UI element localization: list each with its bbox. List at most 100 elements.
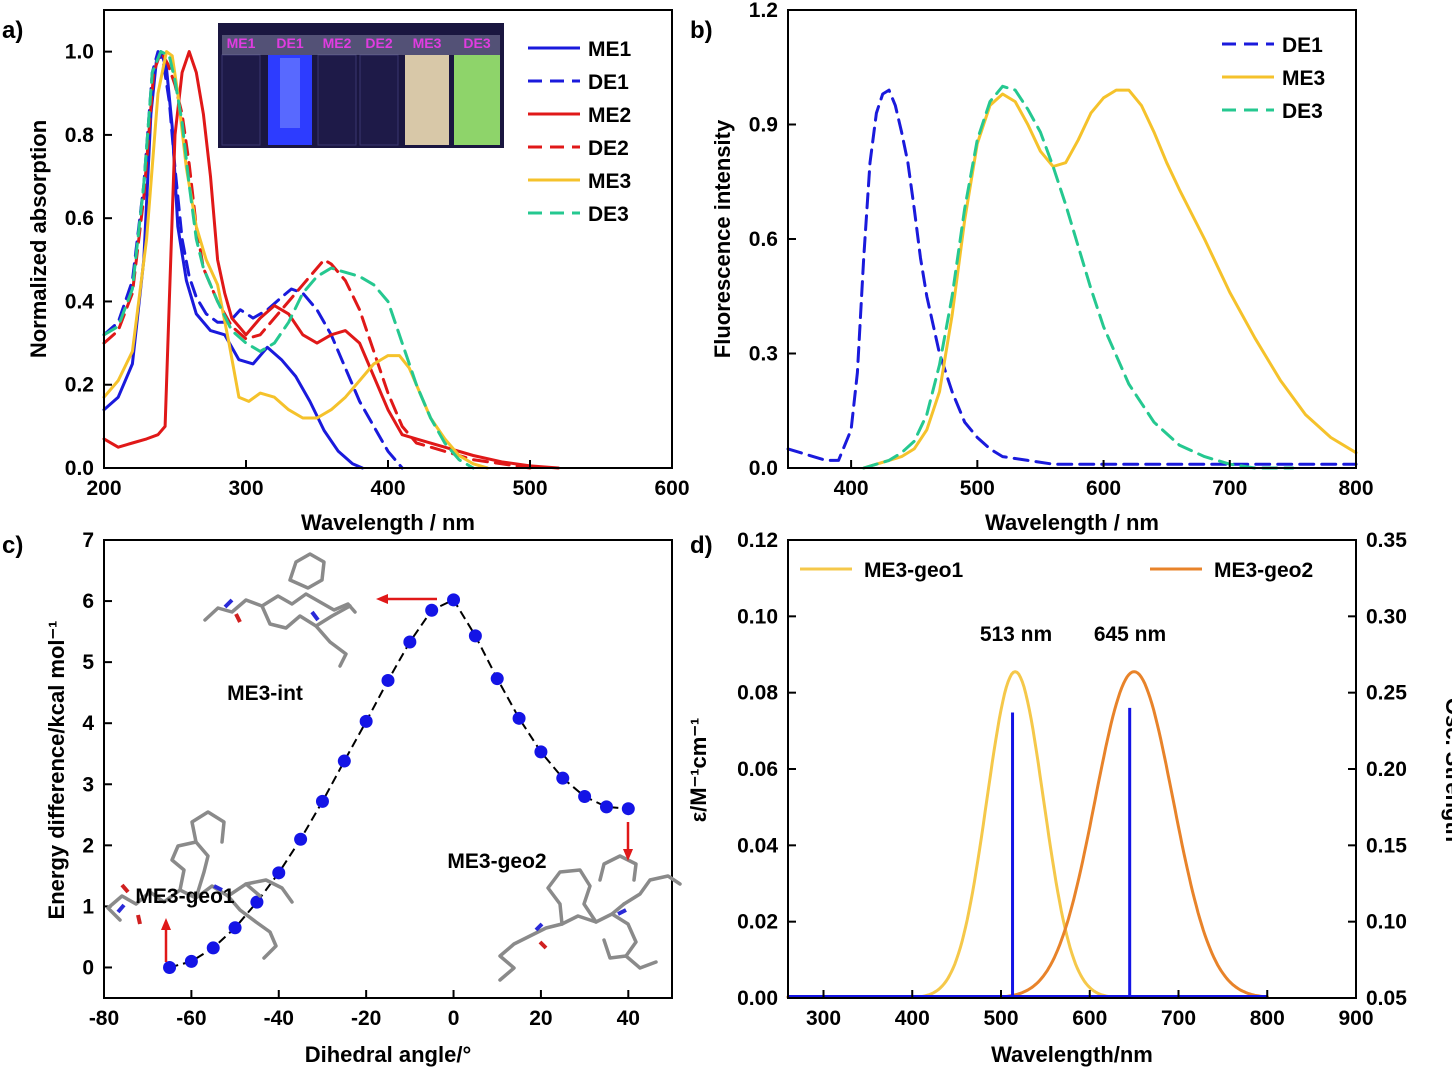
data-point: [381, 673, 395, 687]
y-tick-label: 0.08: [737, 682, 778, 705]
data-point: [578, 789, 592, 803]
arrows: [161, 594, 633, 962]
panel-b-axes: 400 500 600 700 800 0.0 0.3 0.6 0.9 1.2: [749, 0, 1374, 500]
legend-label-me1: ME1: [588, 38, 632, 61]
y-tick-label: 0.04: [737, 834, 778, 857]
y2-tick-label: 0.25: [1366, 682, 1407, 705]
data-point: [490, 672, 504, 686]
y2-tick-label: 0.35: [1366, 529, 1407, 552]
x-tick-label: 500: [512, 477, 547, 500]
legend-label-me3-geo1: ME3-geo1: [864, 559, 964, 582]
arrow-to-int-head: [376, 594, 388, 604]
y-tick-label: 0.02: [737, 911, 778, 934]
legend-label-de3: DE3: [1282, 100, 1323, 123]
panel-b-frame: [787, 9, 1357, 469]
vial-label-de2: DE2: [365, 35, 392, 51]
x-tick-label: 0: [448, 1007, 460, 1030]
molecule-me3-geo2: [498, 854, 682, 982]
y-tick-label: 0.3: [749, 343, 778, 366]
data-point: [206, 941, 220, 955]
panel-d-axes: 300 400 500 600 700 800 900 0.00 0.02 0.04 0.06 0.0…: [737, 529, 1407, 1030]
legend-label-me2: ME2: [588, 104, 631, 127]
panel-d-curves: [786, 670, 1269, 999]
x-tick-label: 500: [960, 477, 995, 500]
panel-a-xlabel: Wavelength / nm: [301, 510, 475, 535]
vial-label-me3: ME3: [413, 35, 442, 51]
data-point: [337, 754, 351, 768]
vial-label-me1: ME1: [227, 35, 256, 51]
data-point: [272, 866, 286, 880]
data-point: [163, 960, 177, 974]
y2-tick-label: 0.20: [1366, 758, 1407, 781]
vials-photo: ME1 DE1 ME2 DE2 ME3 DE3: [218, 23, 504, 148]
data-point: [468, 629, 482, 643]
y-tick-label: 7: [82, 529, 94, 552]
vials-caps: [222, 35, 500, 55]
panel-c-ylabel: Energy difference/kcal mol⁻¹: [44, 621, 69, 920]
x-tick-label: 500: [983, 1007, 1018, 1030]
panel-c-energy-chart: c) -80 -60 -40 -20 0 20 40 0 1 2 3 4 5 6 7 Dihedral an…: [2, 529, 682, 1067]
data-point: [599, 800, 613, 814]
y2-tick-label: 0.05: [1366, 987, 1407, 1010]
panel-c-axes: -80 -60 -40 -20 0 20 40 0 1 2 3 4 5 6 7: [82, 529, 640, 1030]
panel-b-ylabel: Fluorescence intensity: [710, 119, 735, 358]
x-tick-label: 400: [834, 477, 869, 500]
panel-b-label: b): [690, 17, 713, 44]
data-point: [556, 771, 570, 785]
data-point: [228, 921, 242, 935]
legend-label-de3: DE3: [588, 203, 629, 226]
x-tick-label: 800: [1338, 477, 1373, 500]
arrow-to-geo1-head: [161, 918, 171, 930]
x-tick-label: -20: [351, 1007, 381, 1030]
vial-label-me2: ME2: [323, 35, 352, 51]
y-tick-label: 5: [82, 651, 94, 674]
x-tick-label: 400: [370, 477, 405, 500]
x-tick-label: 200: [86, 477, 121, 500]
legend-label-de1: DE1: [1282, 34, 1323, 57]
series-line-me2: [102, 50, 560, 470]
data-point: [447, 593, 461, 607]
y-tick-label: 6: [82, 590, 94, 613]
series-line-de2: [102, 50, 532, 470]
y2-tick-label: 0.10: [1366, 911, 1407, 934]
y-tick-label: 0.00: [737, 987, 778, 1010]
label-me3-int: ME3-int: [227, 682, 303, 705]
series-line-de1: [786, 88, 1358, 466]
data-point: [359, 714, 373, 728]
y-tick-label: 3: [82, 773, 94, 796]
data-point: [425, 603, 439, 617]
data-point: [250, 895, 264, 909]
data-point: [315, 794, 329, 808]
label-me3-geo1: ME3-geo1: [135, 885, 235, 908]
panel-c-curves: [163, 593, 635, 974]
legend-label-me3-geo2: ME3-geo2: [1214, 559, 1313, 582]
series-line-de3: [102, 50, 475, 470]
panel-d-y2label: Osc. Strength: [1441, 698, 1452, 842]
x-tick-label: 600: [1086, 477, 1121, 500]
panel-d-ylabel: ε/M⁻¹cm⁻¹: [686, 718, 711, 823]
panel-d-simulated-spectra-chart: d) 300 400 500 600 700 800 900 0.00 0.02 0.04 0.06…: [686, 529, 1452, 1067]
vial-de1-glow: [280, 58, 300, 128]
y-tick-label: 0.0: [749, 457, 778, 480]
panel-d-label: d): [690, 532, 713, 559]
vial-label-de3: DE3: [463, 35, 490, 51]
y-tick-label: 1.2: [749, 0, 778, 22]
y-tick-label: 0.6: [65, 207, 94, 230]
peak-label-645: 645 nm: [1094, 623, 1166, 646]
panel-a-legend: ME1 DE1 ME2 DE2 ME3 DE3: [528, 38, 632, 226]
x-tick-label: 40: [617, 1007, 640, 1030]
x-tick-label: 20: [529, 1007, 552, 1030]
y-tick-label: 0.06: [737, 758, 778, 781]
x-tick-label: -40: [264, 1007, 294, 1030]
series-line-de3: [862, 84, 1295, 470]
panel-a-absorption-chart: a) 200 300 400 500 600 0.0 0.2 0.4 0.6 0.8 1.0 Wav…: [2, 9, 690, 535]
panel-d-frame: [787, 539, 1357, 999]
molecule-me3-int: [203, 552, 357, 668]
y-tick-label: 2: [82, 834, 94, 857]
panel-a-ylabel: Normalized absorption: [26, 120, 51, 358]
vial-label-de1: DE1: [276, 35, 303, 51]
y2-tick-label: 0.30: [1366, 605, 1407, 628]
x-tick-label: 600: [1072, 1007, 1107, 1030]
x-tick-label: -80: [89, 1007, 119, 1030]
panel-b-xlabel: Wavelength / nm: [985, 510, 1159, 535]
